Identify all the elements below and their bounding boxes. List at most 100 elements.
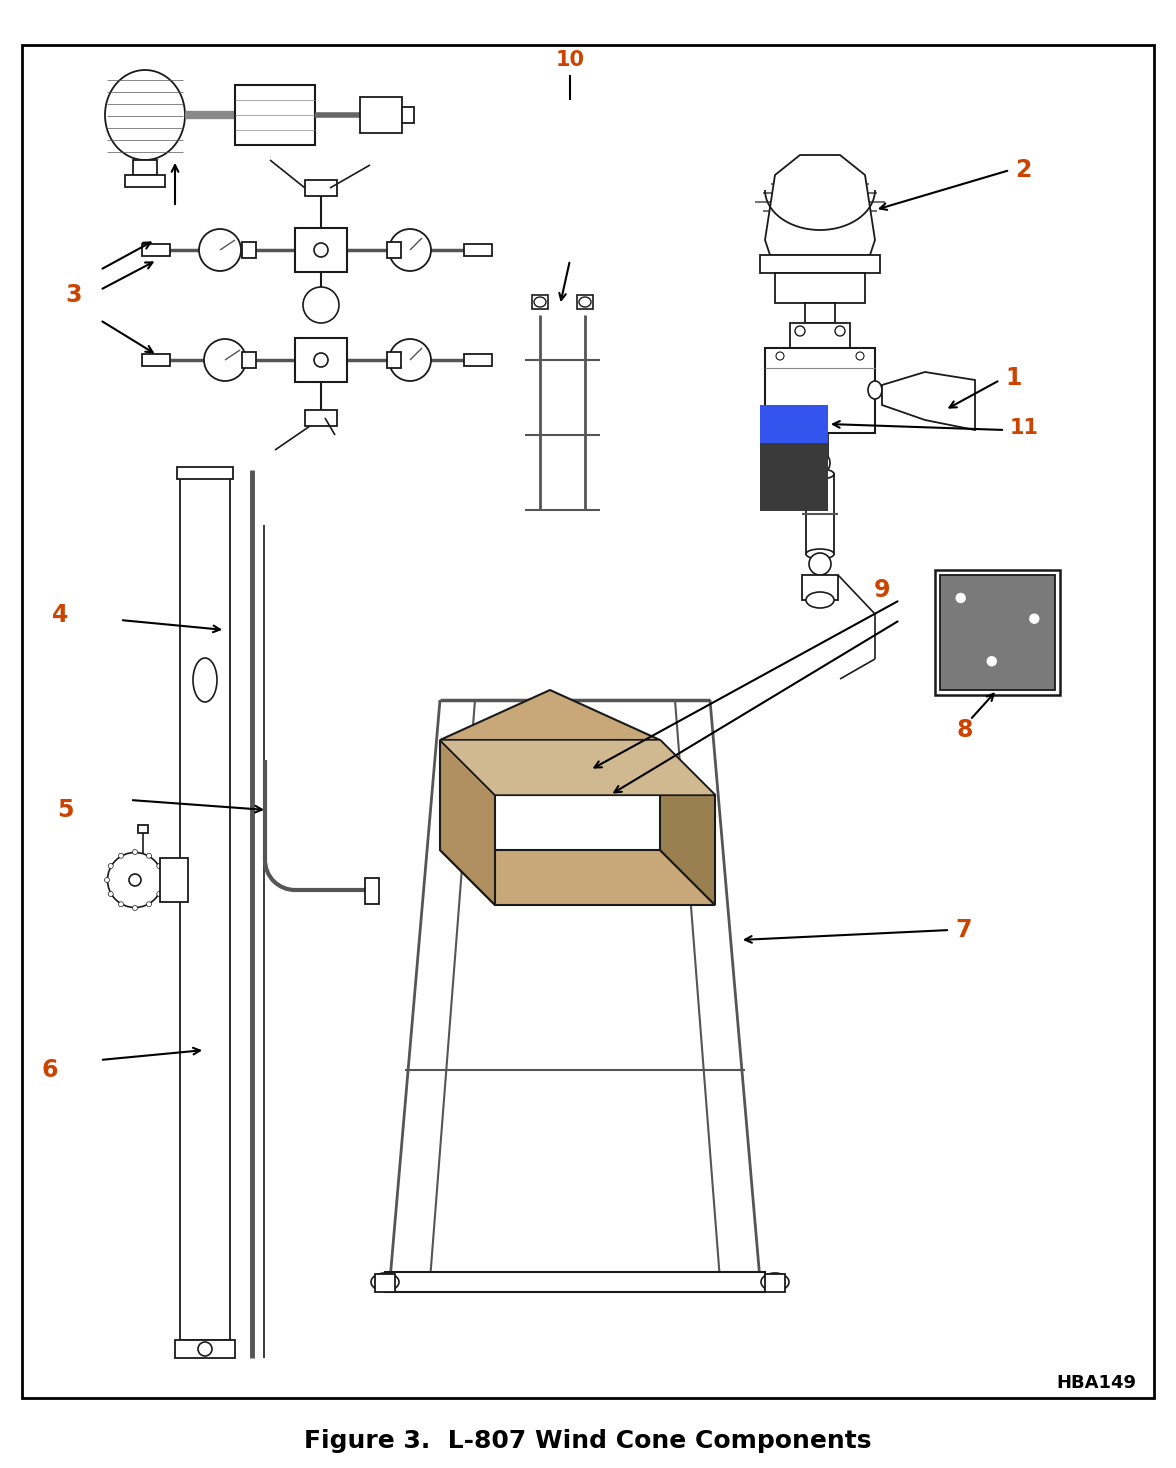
Ellipse shape <box>810 452 830 474</box>
Bar <box>532 295 548 308</box>
Ellipse shape <box>761 1273 789 1290</box>
Ellipse shape <box>776 352 784 360</box>
Ellipse shape <box>1030 614 1038 624</box>
Ellipse shape <box>156 863 162 869</box>
Bar <box>387 352 401 368</box>
Bar <box>365 878 379 904</box>
Polygon shape <box>440 740 715 796</box>
Ellipse shape <box>534 297 546 307</box>
Text: 2: 2 <box>1015 159 1031 182</box>
Ellipse shape <box>156 891 162 897</box>
Ellipse shape <box>806 549 834 559</box>
Ellipse shape <box>198 1342 212 1356</box>
Polygon shape <box>660 740 715 904</box>
Bar <box>766 348 875 433</box>
Bar <box>760 405 828 443</box>
Bar <box>178 467 233 479</box>
Ellipse shape <box>105 70 185 160</box>
Ellipse shape <box>199 229 241 272</box>
Bar <box>465 244 492 255</box>
Bar <box>305 181 338 197</box>
Ellipse shape <box>107 853 162 907</box>
Ellipse shape <box>119 853 123 859</box>
Bar <box>138 825 148 832</box>
Ellipse shape <box>129 873 141 887</box>
Bar <box>142 354 171 366</box>
Bar <box>811 433 828 462</box>
Ellipse shape <box>389 339 430 382</box>
Text: 4: 4 <box>52 603 68 627</box>
Text: 10: 10 <box>555 50 584 70</box>
Polygon shape <box>766 156 875 255</box>
Bar <box>305 410 338 426</box>
Ellipse shape <box>835 326 846 336</box>
Bar <box>935 570 1060 694</box>
Ellipse shape <box>868 382 882 399</box>
Ellipse shape <box>160 878 166 882</box>
Bar <box>387 242 401 258</box>
Bar <box>295 228 347 272</box>
Bar <box>180 476 230 1340</box>
Bar <box>790 323 850 348</box>
Ellipse shape <box>147 853 152 859</box>
Ellipse shape <box>806 468 834 479</box>
Ellipse shape <box>303 288 339 323</box>
Text: 6: 6 <box>42 1058 59 1082</box>
Bar <box>160 857 188 901</box>
Ellipse shape <box>389 229 430 272</box>
Ellipse shape <box>856 352 864 360</box>
Bar <box>775 273 866 302</box>
Text: 3: 3 <box>65 283 81 307</box>
Bar <box>235 85 315 145</box>
Bar <box>802 575 838 600</box>
Bar <box>402 107 414 123</box>
Ellipse shape <box>956 593 965 602</box>
Ellipse shape <box>133 850 138 854</box>
Text: 9: 9 <box>874 578 890 602</box>
Ellipse shape <box>795 326 806 336</box>
Text: Figure 3.  L-807 Wind Cone Components: Figure 3. L-807 Wind Cone Components <box>305 1428 871 1453</box>
Ellipse shape <box>119 901 123 907</box>
Bar <box>465 354 492 366</box>
Bar <box>295 338 347 382</box>
Ellipse shape <box>108 863 113 869</box>
Text: 8: 8 <box>957 718 974 741</box>
Polygon shape <box>882 371 975 430</box>
Ellipse shape <box>314 352 328 367</box>
Text: 1: 1 <box>1005 366 1022 390</box>
Bar <box>766 1274 786 1292</box>
Bar <box>360 97 402 134</box>
Text: 5: 5 <box>56 799 73 822</box>
Bar <box>760 255 880 273</box>
Ellipse shape <box>314 244 328 257</box>
Ellipse shape <box>370 1273 399 1290</box>
Ellipse shape <box>193 658 218 702</box>
Bar <box>385 1271 766 1292</box>
Ellipse shape <box>809 553 831 575</box>
Text: HBA149: HBA149 <box>1056 1374 1136 1392</box>
Text: 11: 11 <box>1010 418 1040 437</box>
Bar <box>242 242 256 258</box>
Bar <box>175 1340 235 1358</box>
Ellipse shape <box>133 906 138 910</box>
Ellipse shape <box>203 339 246 382</box>
Polygon shape <box>495 744 715 796</box>
Bar <box>375 1274 395 1292</box>
Bar <box>142 244 171 255</box>
Ellipse shape <box>987 656 996 666</box>
Bar <box>577 295 593 308</box>
Bar <box>940 575 1055 690</box>
Ellipse shape <box>105 878 109 882</box>
Ellipse shape <box>579 297 592 307</box>
Bar <box>760 443 828 511</box>
Polygon shape <box>440 850 715 904</box>
Bar <box>806 302 835 323</box>
Bar <box>133 160 158 175</box>
Polygon shape <box>440 690 660 740</box>
Bar <box>242 352 256 368</box>
Bar <box>125 175 165 186</box>
Ellipse shape <box>108 891 113 897</box>
Ellipse shape <box>806 592 834 608</box>
Text: 7: 7 <box>955 918 971 942</box>
Polygon shape <box>440 740 495 904</box>
